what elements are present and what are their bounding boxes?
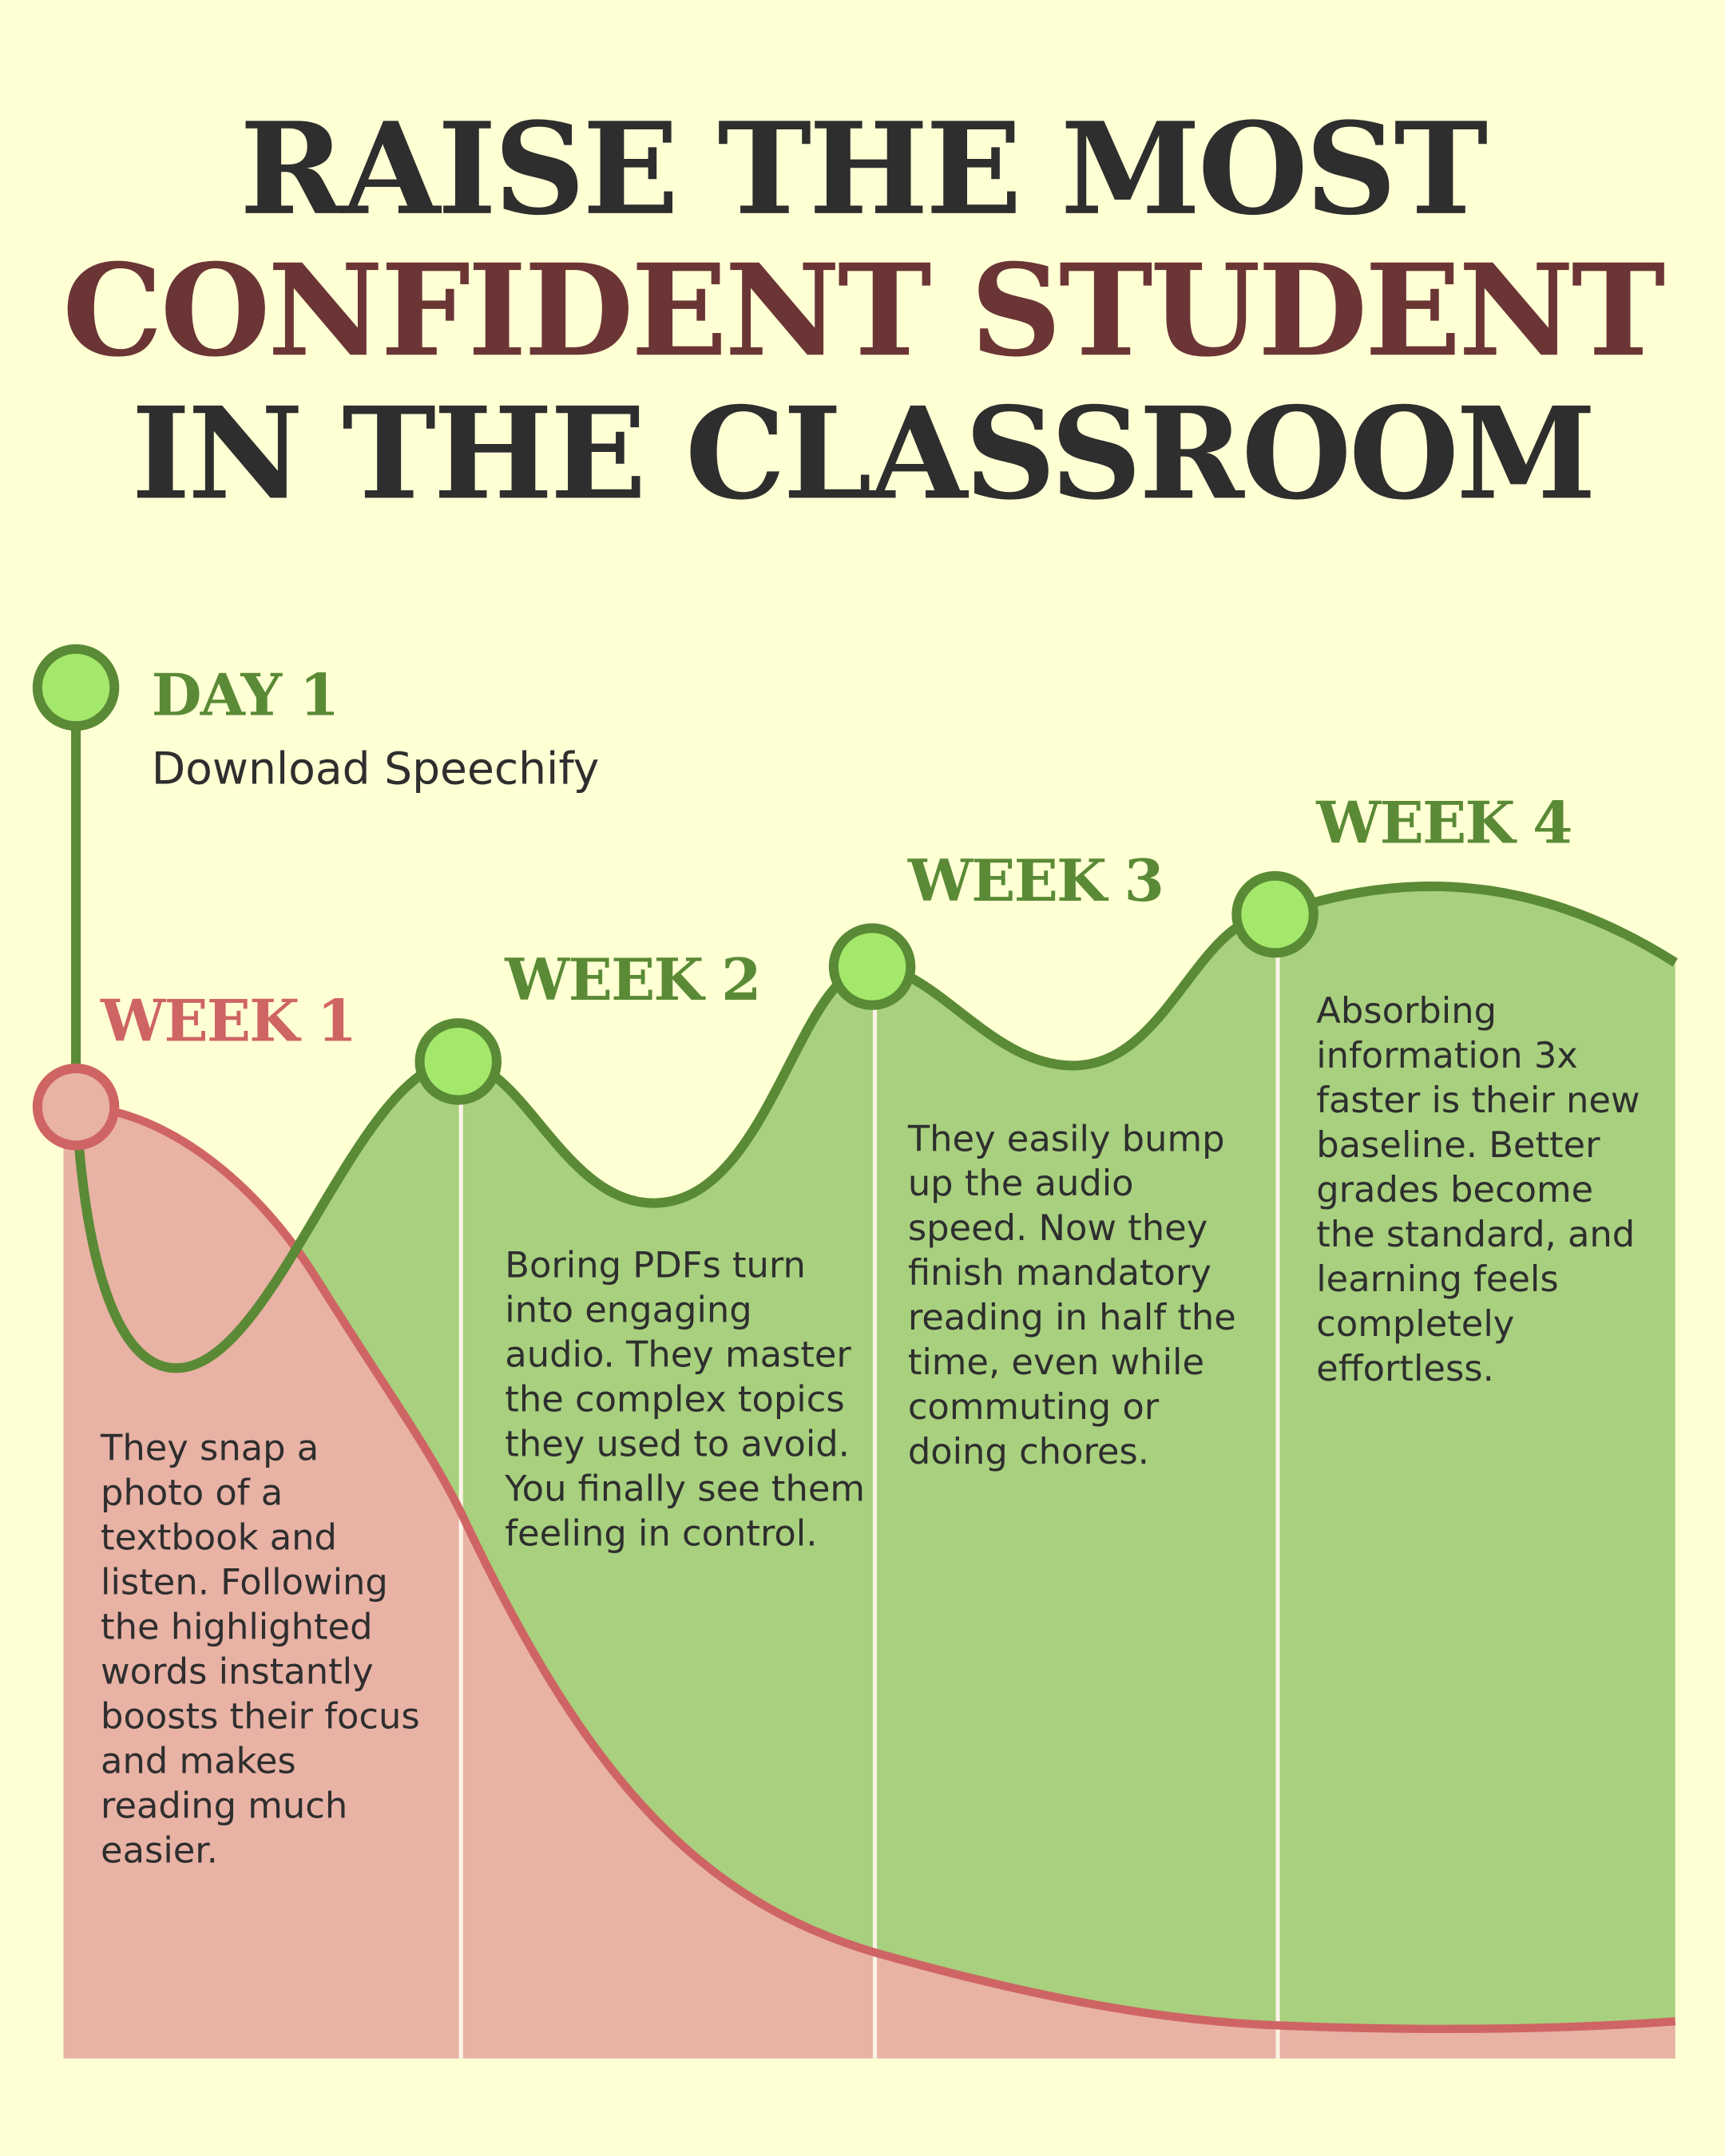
- milestone-text: they used to avoid.: [505, 1423, 850, 1465]
- milestone-text: time, even while: [908, 1341, 1204, 1383]
- milestone-text: feeling in control.: [505, 1512, 817, 1554]
- milestone-text: commuting or: [908, 1385, 1160, 1428]
- milestone-text: words instantly: [101, 1651, 374, 1693]
- milestone-text: information 3x: [1316, 1034, 1578, 1076]
- title-line: IN THE CLASSROOM: [131, 379, 1593, 528]
- milestones: DAY 1 Download Speechify WEEK 1 They snap a…: [32, 644, 1640, 1871]
- red-curve: [76, 1102, 1676, 2034]
- red-area: [63, 1107, 1675, 2059]
- milestone-text: They easily bump: [907, 1117, 1225, 1159]
- milestone-text: the standard, and: [1316, 1213, 1635, 1255]
- milestone-text: Absorbing: [1316, 989, 1497, 1032]
- milestone-text: speed. Now they: [908, 1207, 1208, 1249]
- milestone-text: effortless.: [1316, 1347, 1494, 1389]
- milestone-text: easier.: [101, 1829, 218, 1871]
- milestone-label: WEEK 2: [504, 946, 759, 1014]
- milestone-text: listen. Following: [101, 1561, 388, 1603]
- milestone-text: Download Speechify: [152, 743, 600, 795]
- milestone-text: finish mandatory: [908, 1251, 1211, 1294]
- milestone-label: WEEK 4: [1315, 790, 1571, 858]
- milestone-label: DAY 1: [152, 661, 339, 729]
- milestone-text: up the audio: [908, 1162, 1134, 1204]
- milestone-text: boosts their focus: [101, 1694, 420, 1737]
- milestone-text: grades become: [1316, 1168, 1593, 1211]
- milestone-dot: [32, 644, 120, 731]
- milestone-dot: [414, 1018, 502, 1105]
- milestone-text: They snap a: [100, 1427, 319, 1469]
- milestone-text: textbook and: [101, 1516, 337, 1559]
- milestone-text: reading in half the: [908, 1296, 1236, 1338]
- milestone-text: photo of a: [101, 1472, 283, 1514]
- title-line: CONFIDENT STUDENT: [62, 236, 1665, 385]
- milestone-dot: [828, 923, 916, 1010]
- milestone-label: WEEK 1: [100, 988, 355, 1056]
- milestone-dot: [1231, 870, 1319, 958]
- dividers: [458, 914, 1280, 2059]
- milestone-text: audio. They master: [505, 1334, 851, 1376]
- title-line: RAISE THE MOST: [240, 95, 1487, 244]
- milestone-text: You finally see them: [504, 1467, 865, 1509]
- milestone-text: and makes: [101, 1739, 296, 1781]
- milestone-text: reading much: [101, 1784, 347, 1826]
- milestone-text: doing chores.: [908, 1430, 1149, 1472]
- milestone-text: faster is their new: [1316, 1079, 1640, 1121]
- milestone-text: into engaging: [505, 1289, 751, 1331]
- milestone-text: completely: [1316, 1302, 1514, 1345]
- milestone-text: Boring PDFs turn: [505, 1244, 806, 1286]
- milestone-text: the highlighted: [101, 1606, 372, 1648]
- milestone-label: WEEK 3: [907, 847, 1163, 915]
- milestone-text: learning feels: [1316, 1258, 1558, 1300]
- milestone-dot: [32, 1063, 120, 1151]
- milestone-text: baseline. Better: [1316, 1124, 1600, 1166]
- milestone-text: the complex topics: [505, 1378, 844, 1421]
